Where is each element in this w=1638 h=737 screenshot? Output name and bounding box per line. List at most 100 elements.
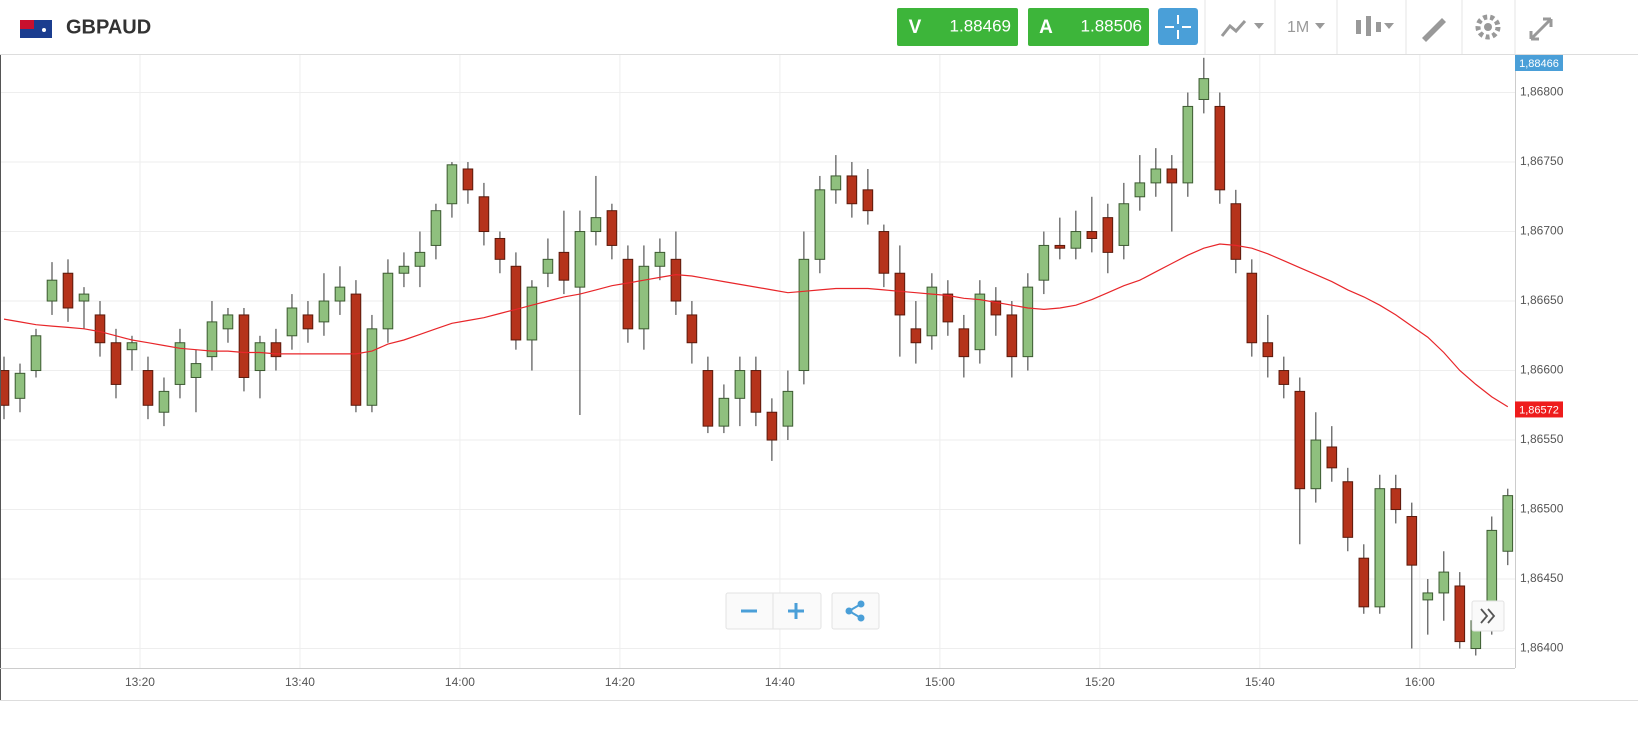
candle-body <box>846 175 858 205</box>
x-tick-label: 15:40 <box>1245 675 1275 689</box>
x-tick-label: 14:40 <box>765 675 795 689</box>
settings-icon-center <box>1484 23 1492 31</box>
buy-label: A <box>1039 17 1053 38</box>
candle-body <box>142 370 154 406</box>
candle-body <box>894 272 906 316</box>
candle-body <box>782 390 794 427</box>
fullscreen-icon[interactable] <box>1529 17 1553 41</box>
candle-body <box>1422 592 1434 601</box>
candle-body <box>0 370 10 406</box>
candle-body <box>1198 78 1210 100</box>
candle-body <box>542 258 554 274</box>
candle-body <box>590 217 602 233</box>
candle-body <box>1230 203 1242 260</box>
chart-type-icon[interactable] <box>1356 16 1381 36</box>
buy-button[interactable] <box>1028 8 1149 46</box>
flag <box>20 20 52 38</box>
candle-body <box>654 251 666 267</box>
candle-body <box>1134 182 1146 198</box>
candle-body <box>670 258 682 302</box>
candle-body <box>1166 168 1178 184</box>
candle-body <box>1454 585 1466 643</box>
candle-body <box>478 196 490 233</box>
candle-body <box>574 231 586 288</box>
candle-body <box>510 265 522 341</box>
y-tick-label: 1,86750 <box>1520 154 1564 168</box>
candle-body <box>14 372 26 399</box>
y-tick-label: 1,86550 <box>1520 432 1564 446</box>
candle-body <box>254 342 266 372</box>
x-tick-label: 14:00 <box>445 675 475 689</box>
buy-price: 1.88506 <box>1081 16 1142 35</box>
candle-body <box>1502 495 1514 552</box>
candle-body <box>302 314 314 330</box>
candle-body <box>1054 244 1066 249</box>
candle-body <box>718 397 730 427</box>
x-tick-label: 15:00 <box>925 675 955 689</box>
zoom-in[interactable] <box>788 603 804 619</box>
candle-body <box>110 342 122 385</box>
candle-body <box>494 237 506 260</box>
candle-body <box>334 286 346 302</box>
candle-body <box>222 314 234 330</box>
candle-body <box>734 370 746 399</box>
sell-button[interactable] <box>897 8 1018 46</box>
candle-body <box>46 279 58 302</box>
x-tick-label: 15:20 <box>1085 675 1115 689</box>
candle-body <box>1070 231 1082 249</box>
crosshair-icon <box>1165 15 1191 39</box>
scroll-right-icon <box>1480 608 1496 624</box>
x-tick-label: 13:20 <box>125 675 155 689</box>
candle-body <box>1118 203 1130 246</box>
x-tick-label: 16:00 <box>1405 675 1435 689</box>
candle-body <box>990 300 1002 316</box>
candle-body <box>1406 515 1418 566</box>
candle-body <box>158 390 170 413</box>
candle-body <box>126 342 138 351</box>
candle-body <box>926 286 938 337</box>
candle-body <box>638 265 650 330</box>
candle-body <box>910 328 922 344</box>
candle-body <box>1150 168 1162 184</box>
candle-body <box>862 189 874 212</box>
candle-body <box>30 335 42 372</box>
y-tick-label: 1,86400 <box>1520 641 1564 655</box>
candle-body <box>430 210 442 246</box>
candle-body <box>1086 231 1098 239</box>
candle-body <box>830 175 842 191</box>
candle-body <box>1358 557 1370 608</box>
candle-body <box>446 164 458 205</box>
candle-body <box>206 321 218 358</box>
candle-body <box>1294 390 1306 490</box>
candle-body <box>1182 105 1194 184</box>
share-button[interactable] <box>845 600 865 622</box>
candle-body <box>1246 272 1258 344</box>
header <box>0 0 1638 54</box>
candle-body <box>558 251 570 281</box>
crosshair-button[interactable] <box>1158 8 1198 45</box>
moving-average <box>3 243 1509 408</box>
candle-body <box>1038 244 1050 281</box>
candle-body <box>1438 571 1450 594</box>
candle-body <box>622 258 634 330</box>
candle-body <box>686 314 698 344</box>
symbol: GBPAUD <box>66 16 151 38</box>
candle-body <box>766 411 778 441</box>
y-tick-label: 1,86650 <box>1520 293 1564 307</box>
y-tick-label: 1,86450 <box>1520 571 1564 585</box>
candle-body <box>1006 314 1018 358</box>
x-tick-label: 14:20 <box>605 675 635 689</box>
sell-price: 1.88469 <box>950 16 1011 35</box>
indicator-icon[interactable] <box>1220 19 1247 37</box>
candle-body <box>958 328 970 358</box>
candle-body <box>1262 342 1274 358</box>
dropdown-arrow <box>1384 23 1394 29</box>
candle-body <box>398 265 410 274</box>
y-tick-label: 1,86700 <box>1520 224 1564 238</box>
x-tick-label: 13:40 <box>285 675 315 689</box>
settings-icon[interactable] <box>1475 14 1501 40</box>
timeframe[interactable]: 1M <box>1287 19 1309 36</box>
draw-icon[interactable] <box>1422 18 1446 42</box>
candle-body <box>270 342 282 358</box>
